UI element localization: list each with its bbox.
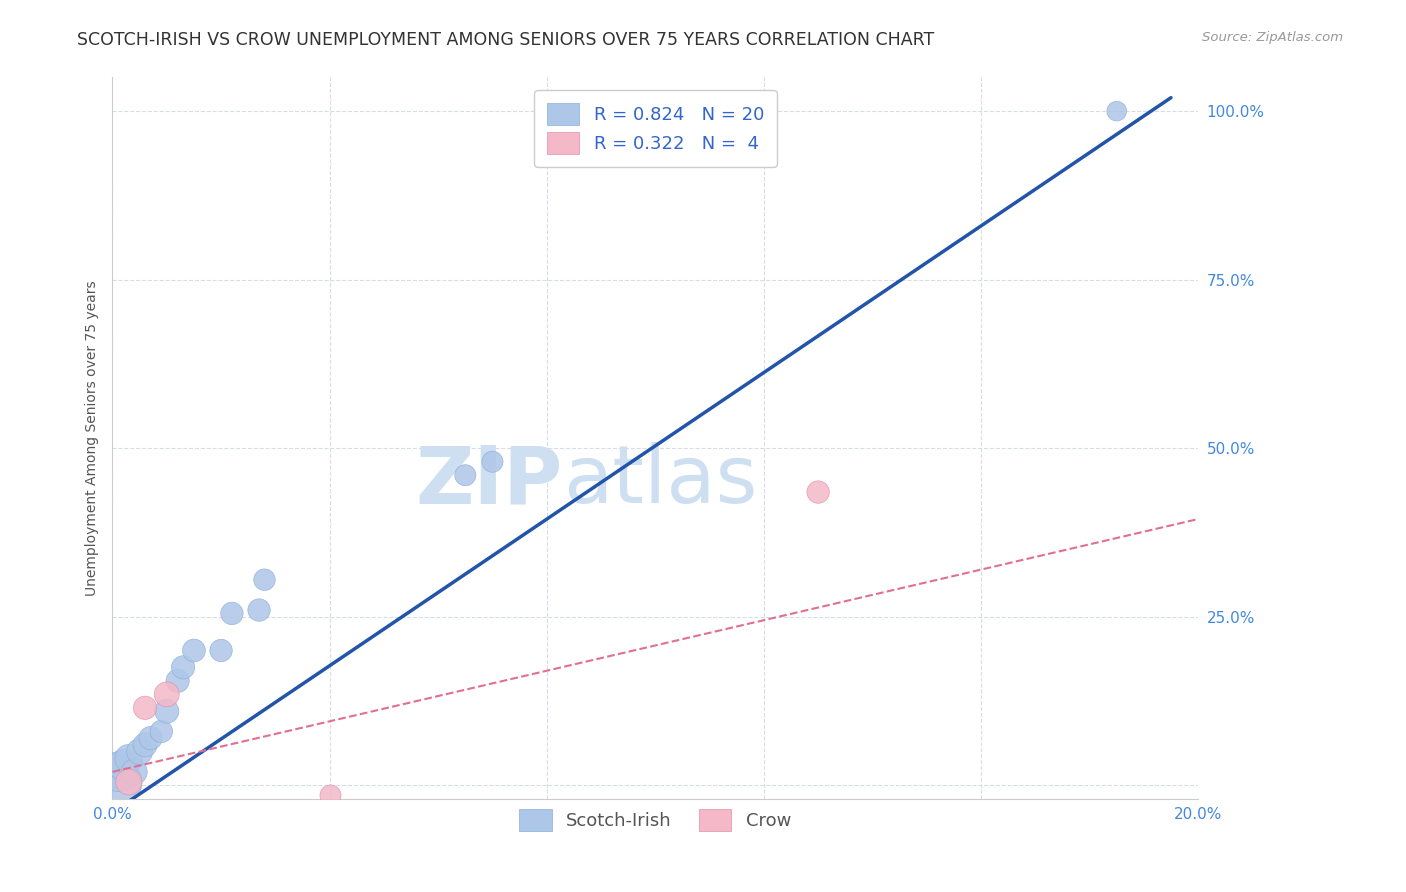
Point (134, 738, 156, 752)
Point (128, 745, 150, 759)
Point (166, 673, 188, 688)
Point (118, 775, 141, 789)
Text: atlas: atlas (562, 442, 758, 520)
Point (107, 764, 129, 779)
Point (318, 789, 340, 803)
Point (156, 687, 179, 701)
Point (247, 603, 270, 617)
Y-axis label: Unemployment Among Seniors over 75 years: Unemployment Among Seniors over 75 years (86, 280, 100, 596)
Point (156, 704, 179, 718)
Point (134, 701, 156, 715)
Point (172, 660, 194, 674)
Point (221, 607, 243, 621)
Text: SCOTCH-IRISH VS CROW UNEMPLOYMENT AMONG SENIORS OVER 75 YEARS CORRELATION CHART: SCOTCH-IRISH VS CROW UNEMPLOYMENT AMONG … (77, 31, 935, 49)
Point (112, 758, 135, 772)
Point (454, 468, 477, 483)
Point (118, 751, 141, 765)
Point (807, 485, 830, 500)
Point (107, 775, 129, 789)
Point (1105, 104, 1128, 119)
Point (183, 643, 205, 657)
Point (139, 731, 162, 746)
Text: ZIP: ZIP (416, 442, 562, 520)
Point (209, 643, 232, 657)
Text: Source: ZipAtlas.com: Source: ZipAtlas.com (1202, 31, 1343, 45)
Point (122, 764, 145, 779)
Legend: Scotch-Irish, Crow: Scotch-Irish, Crow (506, 797, 804, 844)
Point (481, 455, 503, 469)
Point (253, 573, 276, 587)
Point (150, 724, 173, 739)
